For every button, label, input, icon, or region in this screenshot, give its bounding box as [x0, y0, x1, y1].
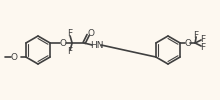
Text: O: O — [185, 38, 192, 48]
Text: O: O — [88, 30, 95, 38]
Text: F: F — [201, 42, 206, 52]
Text: F: F — [68, 30, 73, 38]
Text: HN: HN — [90, 40, 104, 50]
Text: F: F — [194, 30, 199, 40]
Text: F: F — [201, 34, 206, 44]
Text: F: F — [68, 48, 73, 56]
Text: O: O — [60, 38, 67, 48]
Text: O: O — [10, 52, 17, 62]
